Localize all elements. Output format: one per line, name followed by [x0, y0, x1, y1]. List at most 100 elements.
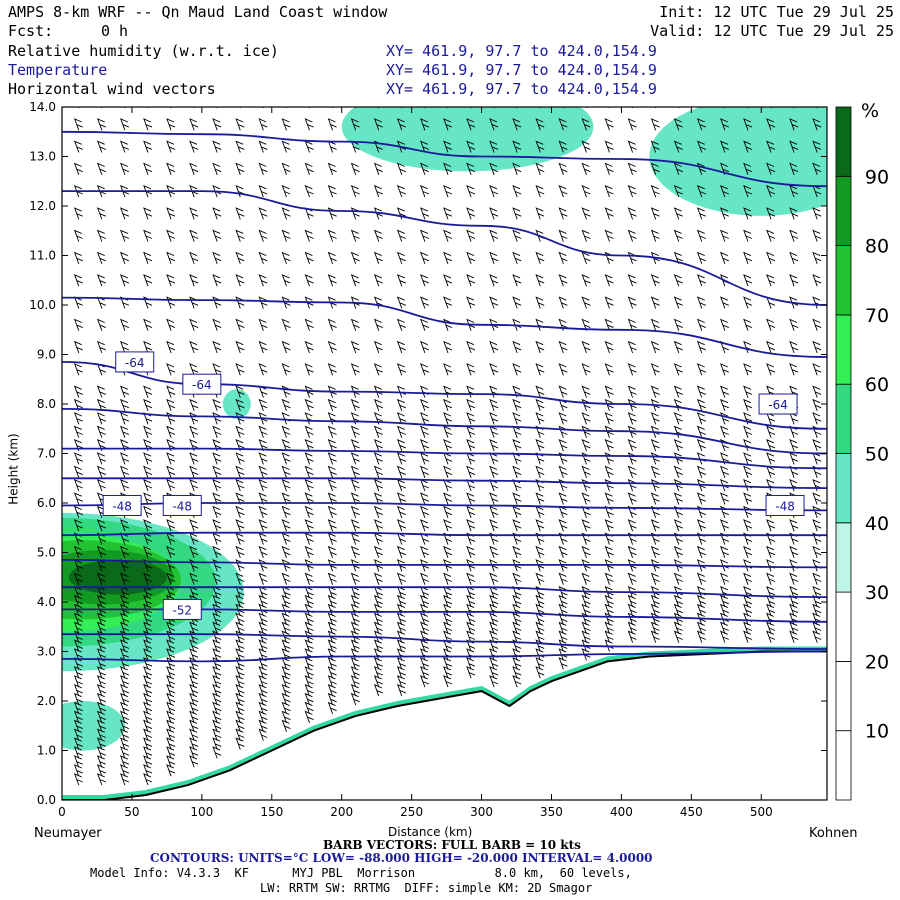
wind-barb-949 [558, 184, 568, 198]
wind-barb-1245 [766, 438, 776, 452]
wind-barb-1318 [812, 363, 822, 376]
wind-barb-47 [73, 140, 83, 153]
wind-barb-830 [489, 296, 499, 309]
wind-barb-407 [258, 572, 268, 585]
wind-barb-1227 [743, 118, 753, 131]
wind-barb-1069 [650, 519, 660, 532]
wind-barb-742 [443, 478, 453, 492]
wind-barb-32 [73, 438, 83, 452]
x-axis-label: Distance (km) [388, 825, 473, 839]
wind-barb-79 [96, 478, 106, 492]
wind-barb-165 [143, 639, 153, 652]
wind-barb-542 [327, 492, 337, 505]
wind-barb-143 [120, 229, 130, 242]
wind-barb-335 [212, 274, 222, 287]
wind-barb-176 [143, 519, 153, 532]
wind-barb-660 [396, 532, 406, 545]
wind-barb-700 [420, 519, 430, 532]
wind-barb-349 [235, 692, 245, 706]
wind-barb-273 [189, 519, 199, 532]
wind-barb-1065 [650, 572, 660, 585]
wind-barb-320 [212, 519, 222, 532]
wind-barb-1127 [696, 630, 706, 643]
wind-barb-293 [189, 162, 199, 175]
wind-barb-1049 [627, 296, 637, 309]
wind-barb-288 [189, 274, 199, 287]
wind-barb-572 [350, 621, 360, 634]
wind-barb-762 [447, 107, 449, 109]
wind-barb-1110 [673, 425, 683, 438]
x-tick-label-10: 500 [750, 805, 773, 819]
wind-barb-446 [281, 621, 291, 634]
wind-barb-1024 [608, 107, 610, 109]
wind-barb-525 [327, 675, 337, 688]
wind-barb-513 [304, 274, 314, 287]
wind-barb-492 [304, 594, 314, 608]
wind-barb-1279 [789, 438, 799, 452]
wind-barb-1247 [766, 412, 776, 425]
wind-barb-379 [235, 318, 245, 331]
wind-barb-156 [143, 719, 153, 732]
wind-barb-370 [235, 465, 245, 478]
wind-barb-59 [96, 692, 106, 706]
colorbar-segment-3 [835, 522, 852, 593]
colorbar-unit: % [861, 100, 879, 122]
wind-barb-741 [443, 492, 453, 505]
wind-barb-142 [120, 251, 130, 265]
wind-barb-440 [281, 675, 291, 688]
wind-barb-5 [73, 728, 83, 741]
wind-barb-598 [350, 229, 360, 242]
wind-barb-705 [420, 452, 430, 465]
wind-barb-806 [489, 630, 499, 643]
wind-barb-478 [285, 107, 287, 109]
wind-barb-1305 [812, 545, 822, 559]
wind-barb-1169 [720, 545, 729, 559]
wind-barb-1262 [770, 107, 772, 109]
contour-label-box-0 [115, 351, 155, 373]
wind-barb-1029 [627, 594, 637, 608]
wind-barb-17 [73, 621, 83, 634]
wind-barb-1043 [627, 412, 637, 425]
wind-barb-262 [189, 639, 199, 652]
wind-barb-11 [73, 675, 83, 688]
wind-barb-800 [470, 107, 472, 109]
wind-barb-1037 [627, 492, 637, 505]
temperature-contour-10 [62, 586, 827, 598]
wind-barb-736 [443, 559, 453, 572]
wind-barb-411 [258, 519, 268, 532]
wind-barb-950 [558, 162, 568, 175]
wind-barb-1115 [673, 340, 683, 354]
wind-barb-82 [96, 438, 106, 452]
wind-barb-158 [143, 701, 153, 715]
wind-barb-751 [443, 340, 453, 354]
wind-barb-473 [281, 207, 291, 220]
wind-barb-373 [235, 425, 245, 438]
wind-barb-686 [420, 666, 430, 679]
wind-barb-284 [189, 363, 199, 376]
wind-barb-409 [258, 545, 268, 559]
wind-barb-279 [189, 438, 199, 452]
wind-barb-1026 [627, 621, 637, 634]
wind-barb-1044 [627, 398, 637, 412]
wind-barb-1165 [720, 594, 729, 608]
wind-barb-722 [420, 118, 430, 131]
wind-barb-351 [235, 675, 245, 688]
wind-barb-981 [581, 274, 591, 287]
wind-barb-988 [581, 118, 591, 131]
wind-barb-240 [166, 274, 176, 287]
wind-barb-316 [212, 572, 222, 585]
wind-barb-475 [281, 162, 291, 175]
wind-barb-1109 [673, 438, 683, 452]
wind-barb-334 [212, 296, 222, 309]
wind-barb-301 [212, 710, 222, 723]
wind-barb-1077 [650, 412, 660, 425]
wind-barb-796 [466, 184, 476, 198]
wind-barb-382 [235, 251, 245, 265]
wind-barb-621 [373, 519, 383, 532]
wind-barb-909 [535, 251, 545, 265]
wind-barb-1200 [743, 585, 753, 599]
wind-barb-366 [235, 519, 245, 532]
wind-barb-1108 [673, 452, 683, 465]
wind-barb-828 [489, 340, 499, 354]
wind-barb-753 [443, 296, 453, 309]
